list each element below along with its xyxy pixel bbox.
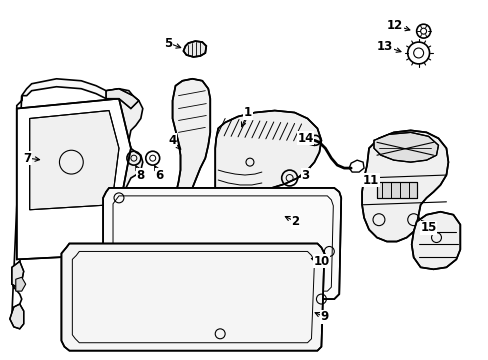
Text: 9: 9 [320,310,328,323]
Text: 13: 13 [376,40,392,53]
Text: 10: 10 [313,255,329,268]
Polygon shape [269,208,287,228]
Polygon shape [21,79,133,100]
Polygon shape [212,111,321,242]
Polygon shape [17,99,131,260]
Polygon shape [61,243,324,351]
Polygon shape [16,277,26,291]
Text: 14: 14 [297,132,313,145]
Text: 8: 8 [137,168,144,181]
Polygon shape [376,182,416,198]
Polygon shape [373,132,438,162]
Text: 6: 6 [155,168,163,181]
Polygon shape [172,79,210,225]
Text: 12: 12 [386,19,402,32]
Polygon shape [224,246,249,265]
Polygon shape [183,41,206,57]
Polygon shape [12,261,24,287]
Polygon shape [361,130,447,242]
Polygon shape [30,111,119,210]
Text: 15: 15 [420,221,436,234]
Text: 7: 7 [23,152,32,165]
Polygon shape [119,96,142,200]
Polygon shape [103,188,341,299]
Text: 5: 5 [164,37,172,50]
Text: 2: 2 [291,215,299,228]
Text: 4: 4 [168,134,176,147]
Text: 11: 11 [362,174,378,186]
Text: 3: 3 [301,168,309,181]
Text: 1: 1 [244,106,251,119]
Polygon shape [411,212,459,269]
Polygon shape [10,304,24,329]
Polygon shape [106,89,139,109]
